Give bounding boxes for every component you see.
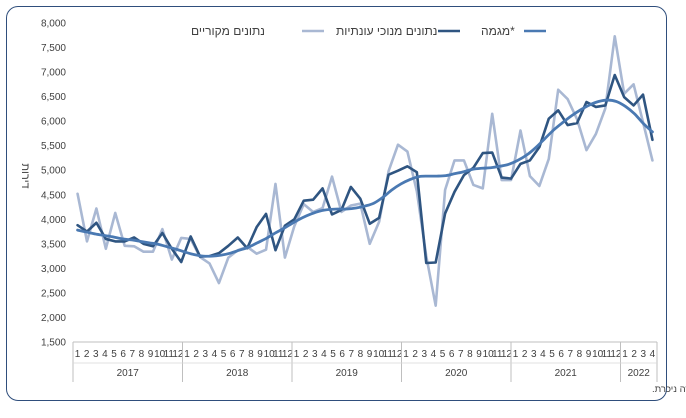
x-tick-label: 4	[650, 349, 656, 360]
x-tick-label: 1	[513, 349, 519, 360]
x-tick-label: 7	[568, 349, 574, 360]
x-tick-label: 8	[248, 349, 254, 360]
x-tick-label: 9	[476, 349, 482, 360]
x-tick-label: 3	[531, 349, 537, 360]
x-tick-label: 1	[403, 349, 409, 360]
y-tick-label: 7,500	[41, 43, 66, 54]
x-tick-label: 7	[458, 349, 464, 360]
x-year-label: 2020	[445, 368, 468, 379]
x-tick-label: 6	[339, 349, 345, 360]
x-tick-label: 8	[358, 349, 364, 360]
y-tick-label: 4,500	[41, 190, 66, 201]
x-tick-label: 10	[483, 349, 495, 360]
x-tick-label: 10	[264, 349, 276, 360]
y-tick-label: 6,500	[41, 92, 66, 103]
x-year-label: 2022	[628, 368, 651, 379]
x-tick-label: 8	[577, 349, 583, 360]
x-tick-label: 1	[622, 349, 628, 360]
x-tick-label: 3	[422, 349, 428, 360]
x-tick-label: 5	[330, 349, 336, 360]
y-tick-label: 2,500	[41, 288, 66, 299]
x-tick-label: 9	[367, 349, 373, 360]
x-tick-label: 11	[164, 349, 175, 360]
seasonally-adjusted-series-line	[76, 73, 654, 265]
x-tick-label: 2	[303, 349, 309, 360]
x-tick-label: 5	[549, 349, 555, 360]
x-tick-label: 7	[349, 349, 355, 360]
x-tick-label: 2	[631, 349, 637, 360]
x-tick-label: 11	[602, 349, 613, 360]
x-tick-label: 2	[193, 349, 199, 360]
x-tick-label: 9	[148, 349, 154, 360]
x-tick-label: 10	[373, 349, 385, 360]
x-tick-label: 12	[610, 349, 622, 360]
y-tick-label: 7,000	[41, 68, 66, 79]
x-tick-label: 6	[230, 349, 236, 360]
x-tick-label: 7	[130, 349, 136, 360]
y-axis-title: דירות	[19, 163, 31, 188]
legend-label-seasonally-adjusted: נתונים מנוכי עונתיות	[336, 24, 437, 38]
x-tick-label: 4	[102, 349, 108, 360]
x-tick-label: 4	[212, 349, 218, 360]
x-tick-label: 4	[321, 349, 327, 360]
legend-label-trend: מגמה*	[481, 24, 515, 38]
x-tick-label: 12	[172, 349, 184, 360]
x-tick-label: 2	[522, 349, 528, 360]
x-year-label: 2021	[555, 368, 578, 379]
x-tick-label: 2	[412, 349, 418, 360]
x-tick-label: 3	[312, 349, 318, 360]
y-tick-label: 4,000	[41, 215, 66, 226]
x-tick-label: 5	[221, 349, 227, 360]
y-tick-label: 5,500	[41, 141, 66, 152]
y-tick-label: 8,000	[41, 19, 66, 30]
x-tick-label: 7	[239, 349, 245, 360]
x-tick-label: 10	[592, 349, 604, 360]
x-tick-label: 12	[391, 349, 403, 360]
x-tick-label: 8	[139, 349, 145, 360]
x-tick-label: 9	[586, 349, 592, 360]
x-tick-label: 10	[154, 349, 166, 360]
x-tick-label: 5	[440, 349, 446, 360]
legend: מגמה* נתונים מנוכי עונתיות נתונים מקוריי…	[191, 24, 546, 38]
x-tick-label: 5	[111, 349, 117, 360]
footnote: * שלושת האומדנים האחרונים של המגמה עשויי…	[652, 383, 686, 395]
x-tick-label: 9	[257, 349, 263, 360]
x-tick-label: 1	[75, 349, 81, 360]
x-tick-label: 8	[467, 349, 473, 360]
series-lines	[76, 34, 654, 307]
x-tick-label: 1	[184, 349, 190, 360]
x-tick-label: 6	[558, 349, 564, 360]
x-tick-label: 4	[540, 349, 546, 360]
x-year-label: 2017	[117, 368, 140, 379]
x-tick-label: 6	[120, 349, 126, 360]
original-series-line	[76, 34, 654, 307]
y-axis: 1,500 2,000 2,500 3,000 3,500 4,000 4,500 5,000…	[41, 19, 66, 349]
x-tick-label: 3	[641, 349, 647, 360]
y-tick-label: 6,000	[41, 117, 66, 128]
x-tick-label: 6	[449, 349, 455, 360]
y-tick-label: 3,500	[41, 239, 66, 250]
y-tick-label: 1,500	[41, 338, 66, 349]
legend-label-original: נתונים מקוריים	[191, 24, 265, 38]
x-year-label: 2018	[226, 368, 249, 379]
chart-frame	[6, 6, 667, 401]
x-tick-label: 11	[273, 349, 284, 360]
x-tick-label: 3	[203, 349, 209, 360]
x-tick-label: 1	[294, 349, 300, 360]
y-tick-label: 5,000	[41, 166, 66, 177]
y-tick-label: 2,000	[41, 313, 66, 324]
x-tick-label: 12	[501, 349, 513, 360]
x-tick-label: 2	[84, 349, 90, 360]
x-year-label: 2019	[336, 368, 359, 379]
x-tick-label: 12	[282, 349, 294, 360]
x-tick-label: 3	[93, 349, 99, 360]
x-tick-label: 11	[383, 349, 394, 360]
x-tick-label: 4	[431, 349, 437, 360]
y-tick-label: 3,000	[41, 264, 66, 275]
x-tick-label: 11	[492, 349, 503, 360]
